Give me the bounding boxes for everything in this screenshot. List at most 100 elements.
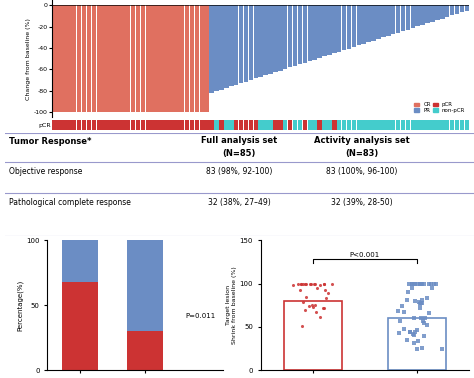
Bar	[200, 120, 204, 130]
Bar	[101, 120, 106, 130]
Point	[298, 323, 305, 329]
Bar	[356, 120, 361, 130]
Bar	[366, 5, 371, 42]
Bar	[214, 120, 219, 130]
Point	[325, 290, 332, 296]
Point	[313, 285, 321, 291]
Point	[398, 303, 406, 309]
Bar	[77, 5, 82, 112]
Bar	[362, 120, 366, 130]
Bar	[327, 5, 332, 55]
Y-axis label: Percentage(%): Percentage(%)	[17, 280, 24, 331]
Bar	[278, 120, 283, 130]
Bar	[219, 120, 224, 130]
Point	[420, 333, 428, 339]
Bar	[87, 120, 91, 130]
Bar	[106, 120, 111, 130]
Bar	[165, 120, 170, 130]
Bar	[401, 5, 405, 31]
Bar	[376, 5, 381, 39]
Point	[406, 280, 413, 287]
Bar	[352, 5, 356, 47]
Bar	[420, 120, 425, 130]
Point	[298, 280, 305, 287]
Bar	[264, 5, 268, 75]
Bar	[386, 5, 391, 36]
Bar	[97, 120, 101, 130]
Legend: pCR, Non-pCR: pCR, Non-pCR	[374, 243, 412, 260]
Point	[418, 345, 426, 351]
Bar	[127, 240, 163, 331]
Point	[416, 305, 424, 311]
Bar	[121, 5, 126, 112]
Bar	[229, 5, 234, 86]
Bar	[391, 120, 395, 130]
Point	[401, 326, 408, 332]
Bar	[347, 120, 351, 130]
Bar	[77, 120, 82, 130]
Point	[408, 280, 416, 287]
Bar	[254, 5, 258, 79]
Point	[320, 280, 328, 287]
Point	[425, 280, 433, 287]
Bar	[200, 5, 204, 112]
Point	[311, 302, 319, 308]
Point	[297, 280, 305, 287]
Bar	[278, 5, 283, 71]
Point	[401, 309, 408, 315]
Bar	[337, 5, 341, 52]
Bar	[57, 120, 62, 130]
Bar	[450, 120, 455, 130]
Bar	[97, 5, 101, 112]
Bar	[131, 5, 136, 112]
Bar	[416, 5, 420, 26]
Bar	[371, 5, 376, 40]
Point	[320, 305, 328, 311]
Point	[306, 280, 314, 287]
Bar	[288, 5, 292, 67]
Point	[410, 332, 418, 338]
Bar	[264, 120, 268, 130]
Point	[430, 280, 438, 287]
Bar	[67, 5, 72, 112]
Bar	[254, 120, 258, 130]
Bar	[170, 5, 174, 112]
Bar	[440, 120, 445, 130]
Point	[414, 327, 421, 333]
Point	[415, 299, 423, 305]
Bar	[52, 5, 57, 112]
Text: 83 (100%, 96-100): 83 (100%, 96-100)	[326, 167, 397, 176]
Bar	[388, 318, 446, 370]
Bar	[111, 5, 116, 112]
Text: P<0.001: P<0.001	[350, 252, 380, 258]
Bar	[371, 120, 376, 130]
Point	[411, 280, 419, 287]
Bar	[342, 120, 346, 130]
Bar	[180, 5, 184, 112]
Bar	[234, 120, 238, 130]
Bar	[126, 120, 130, 130]
Bar	[396, 5, 401, 33]
Bar	[381, 120, 386, 130]
Point	[312, 309, 319, 315]
Bar	[160, 120, 165, 130]
Point	[420, 280, 428, 287]
Bar	[244, 5, 248, 82]
Text: (N=85): (N=85)	[223, 149, 256, 158]
Bar	[347, 5, 351, 48]
Bar	[175, 5, 180, 112]
Point	[289, 282, 297, 288]
Bar	[268, 5, 273, 74]
Bar	[82, 5, 86, 112]
Bar	[121, 120, 126, 130]
Bar	[381, 5, 386, 37]
Text: 32 (38%, 27–49): 32 (38%, 27–49)	[208, 198, 271, 207]
Point	[408, 285, 416, 291]
Bar	[332, 120, 337, 130]
Point	[419, 280, 426, 287]
Text: Pathological complete response: Pathological complete response	[9, 198, 131, 207]
Bar	[239, 5, 243, 83]
Point	[421, 315, 428, 321]
Bar	[258, 120, 263, 130]
Point	[417, 315, 425, 321]
